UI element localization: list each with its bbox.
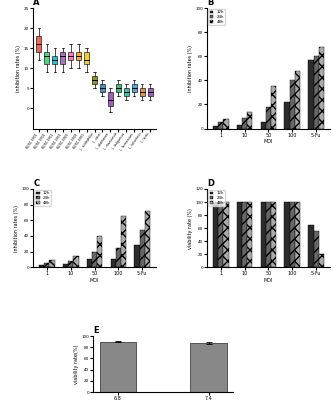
Bar <box>49 260 55 267</box>
Bar <box>116 84 121 92</box>
Legend: 12h, 24h, 48h: 12h, 24h, 48h <box>35 190 51 206</box>
Bar <box>148 88 153 96</box>
Bar <box>218 122 223 128</box>
Bar <box>295 202 300 267</box>
Bar <box>284 102 290 128</box>
Bar <box>213 126 218 128</box>
Text: E: E <box>93 326 99 335</box>
Y-axis label: inhibition rates (%): inhibition rates (%) <box>187 45 192 92</box>
Bar <box>44 52 49 64</box>
Bar <box>132 84 137 92</box>
Bar <box>218 202 223 267</box>
Y-axis label: inhibition rates (%): inhibition rates (%) <box>16 45 21 92</box>
Bar <box>39 265 44 267</box>
Bar <box>73 256 79 267</box>
Bar <box>87 260 92 267</box>
Y-axis label: viability rate(%): viability rate(%) <box>74 344 79 384</box>
Bar <box>190 343 227 392</box>
Bar <box>116 248 121 267</box>
Bar <box>100 84 105 92</box>
X-axis label: MOI: MOI <box>264 278 273 283</box>
Y-axis label: inhibition rates (%): inhibition rates (%) <box>14 205 19 252</box>
Bar <box>260 122 266 128</box>
Bar <box>36 36 41 52</box>
Bar <box>124 88 129 96</box>
Bar <box>266 107 271 128</box>
Bar <box>223 119 228 128</box>
Bar <box>319 254 324 267</box>
Bar <box>271 86 276 128</box>
Bar <box>68 52 73 60</box>
Text: C: C <box>33 179 39 188</box>
Bar <box>76 52 81 60</box>
Bar <box>92 76 97 84</box>
Bar <box>121 216 126 267</box>
Bar <box>135 245 140 267</box>
Bar <box>290 202 295 267</box>
Bar <box>284 202 290 267</box>
Text: B: B <box>207 0 213 7</box>
Bar <box>271 202 276 267</box>
X-axis label: MOI: MOI <box>264 139 273 144</box>
Bar <box>63 264 68 267</box>
Bar <box>242 118 247 128</box>
Bar <box>92 252 97 267</box>
Bar <box>266 202 271 267</box>
Bar <box>237 202 242 267</box>
Bar <box>97 236 103 267</box>
Bar <box>68 261 73 267</box>
Bar <box>319 46 324 128</box>
Bar <box>84 52 89 64</box>
Bar <box>44 263 49 267</box>
Text: D: D <box>207 179 214 188</box>
Bar <box>60 52 65 64</box>
Bar <box>314 231 319 267</box>
Bar <box>223 202 228 267</box>
Bar <box>290 80 295 128</box>
Bar <box>295 71 300 128</box>
Bar <box>242 202 247 267</box>
Legend: 12h, 24h, 48h: 12h, 24h, 48h <box>208 190 225 206</box>
Bar <box>308 60 314 128</box>
Bar <box>140 230 145 267</box>
Bar <box>140 88 145 96</box>
Bar <box>213 202 218 267</box>
Bar <box>247 202 252 267</box>
Bar <box>314 56 319 128</box>
Bar <box>260 202 266 267</box>
Bar <box>52 56 57 64</box>
X-axis label: MOI: MOI <box>90 278 99 283</box>
Bar <box>100 342 136 392</box>
Bar <box>108 92 113 106</box>
Bar <box>247 112 252 128</box>
Bar <box>237 125 242 128</box>
Legend: 12h, 24h, 48h: 12h, 24h, 48h <box>208 9 225 25</box>
Y-axis label: viability rate (%): viability rate (%) <box>187 208 192 248</box>
Bar <box>111 260 116 267</box>
Bar <box>308 225 314 267</box>
Text: A: A <box>33 0 40 7</box>
Bar <box>145 211 150 267</box>
